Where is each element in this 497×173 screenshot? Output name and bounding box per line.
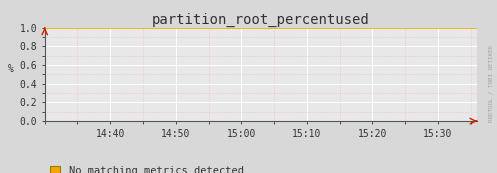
Title: partition_root_percentused: partition_root_percentused xyxy=(152,12,370,27)
Legend: No matching metrics detected: No matching metrics detected xyxy=(50,166,244,173)
Y-axis label: %: % xyxy=(8,64,14,74)
Text: RRDTOOL / TOBI OETIKER: RRDTOOL / TOBI OETIKER xyxy=(488,44,493,122)
